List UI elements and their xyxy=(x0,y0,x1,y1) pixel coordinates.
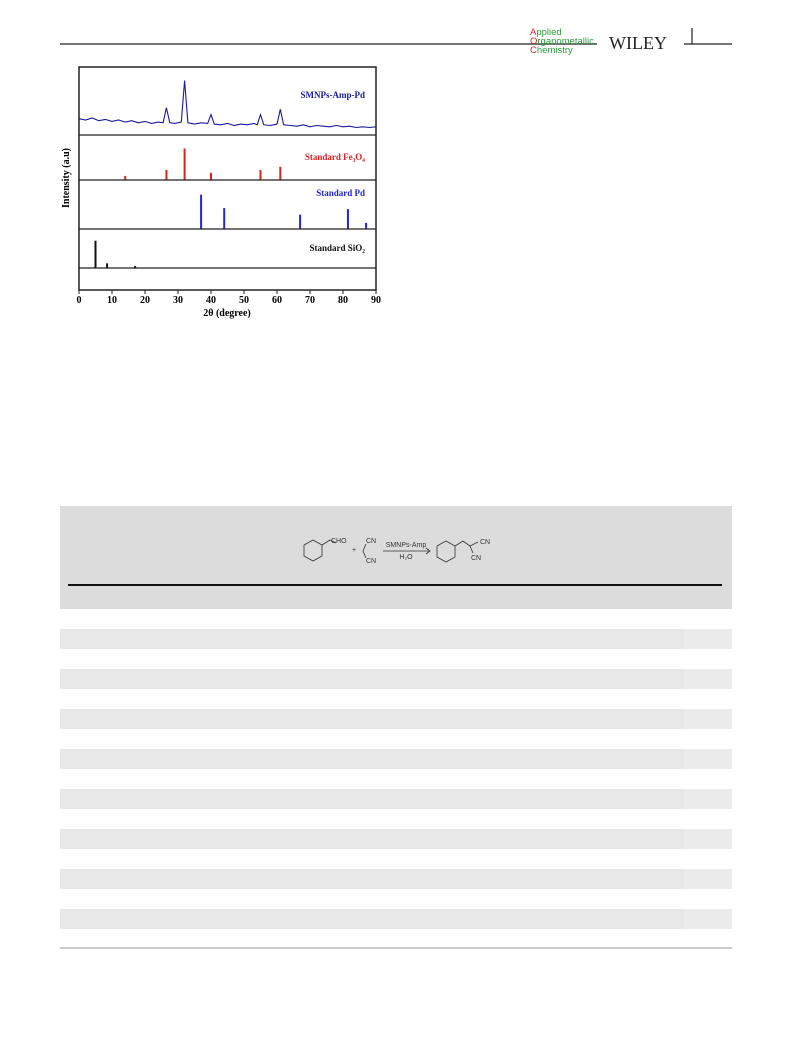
scheme-plus: + xyxy=(352,547,356,554)
plot-frame xyxy=(78,66,377,291)
row-stripe xyxy=(60,829,684,849)
journal-name: Organometallic xyxy=(530,36,594,47)
table-rows xyxy=(60,629,732,929)
panel-label: SMNPs-Amp-Pd xyxy=(301,90,366,100)
x-tick-label: 70 xyxy=(305,295,315,306)
row-stripe xyxy=(60,749,684,769)
scheme-label: CN xyxy=(480,539,490,546)
publisher: WILEY xyxy=(609,33,667,53)
row-stripe xyxy=(684,789,732,809)
x-tick-label: 30 xyxy=(173,295,183,306)
row-stripe xyxy=(684,749,732,769)
row-stripe xyxy=(684,709,732,729)
scheme-label: CN xyxy=(366,558,376,565)
panel-label: Standard Fe₃O₄ xyxy=(305,152,365,162)
row-stripe xyxy=(60,709,684,729)
row-stripe xyxy=(60,909,684,929)
row-stripe xyxy=(60,629,684,649)
table-header-bg xyxy=(60,506,732,609)
xrd-pattern xyxy=(78,80,377,129)
row-stripe xyxy=(684,909,732,929)
y-axis-label: Intensity (a.u) xyxy=(61,148,72,208)
scheme-solvent: H₂O xyxy=(399,554,413,561)
row-stripe xyxy=(60,869,684,889)
x-tick-label: 80 xyxy=(338,295,348,306)
scheme-label: CHO xyxy=(331,538,347,545)
x-tick-label: 10 xyxy=(107,295,117,306)
scheme-catalyst: SMNPs-Amp xyxy=(386,542,427,549)
x-tick-label: 50 xyxy=(239,295,249,306)
x-tick-label: 40 xyxy=(206,295,216,306)
row-stripe xyxy=(60,789,684,809)
panel-label: Standard SiO₂ xyxy=(310,243,366,253)
x-tick-label: 0 xyxy=(77,295,82,306)
row-stripe xyxy=(684,669,732,689)
x-tick-label: 20 xyxy=(140,295,150,306)
panel-label: Standard Pd xyxy=(316,188,365,198)
x-tick-label: 90 xyxy=(371,295,381,306)
x-axis-label: 2θ (degree) xyxy=(203,308,251,319)
journal-name: Chemistry xyxy=(530,45,573,56)
row-stripe xyxy=(60,669,684,689)
journal-name: Applied xyxy=(530,27,562,38)
row-stripe xyxy=(684,829,732,849)
scheme-structures xyxy=(303,539,479,563)
scheme-label: CN xyxy=(366,538,376,545)
scheme-label: CN xyxy=(471,555,481,562)
row-stripe xyxy=(684,629,732,649)
row-stripe xyxy=(684,869,732,889)
x-tick-label: 60 xyxy=(272,295,282,306)
xrd-chart: Intensity (a.u) 2θ (degree) 0 10 20 30 40 50 6… xyxy=(61,66,381,319)
